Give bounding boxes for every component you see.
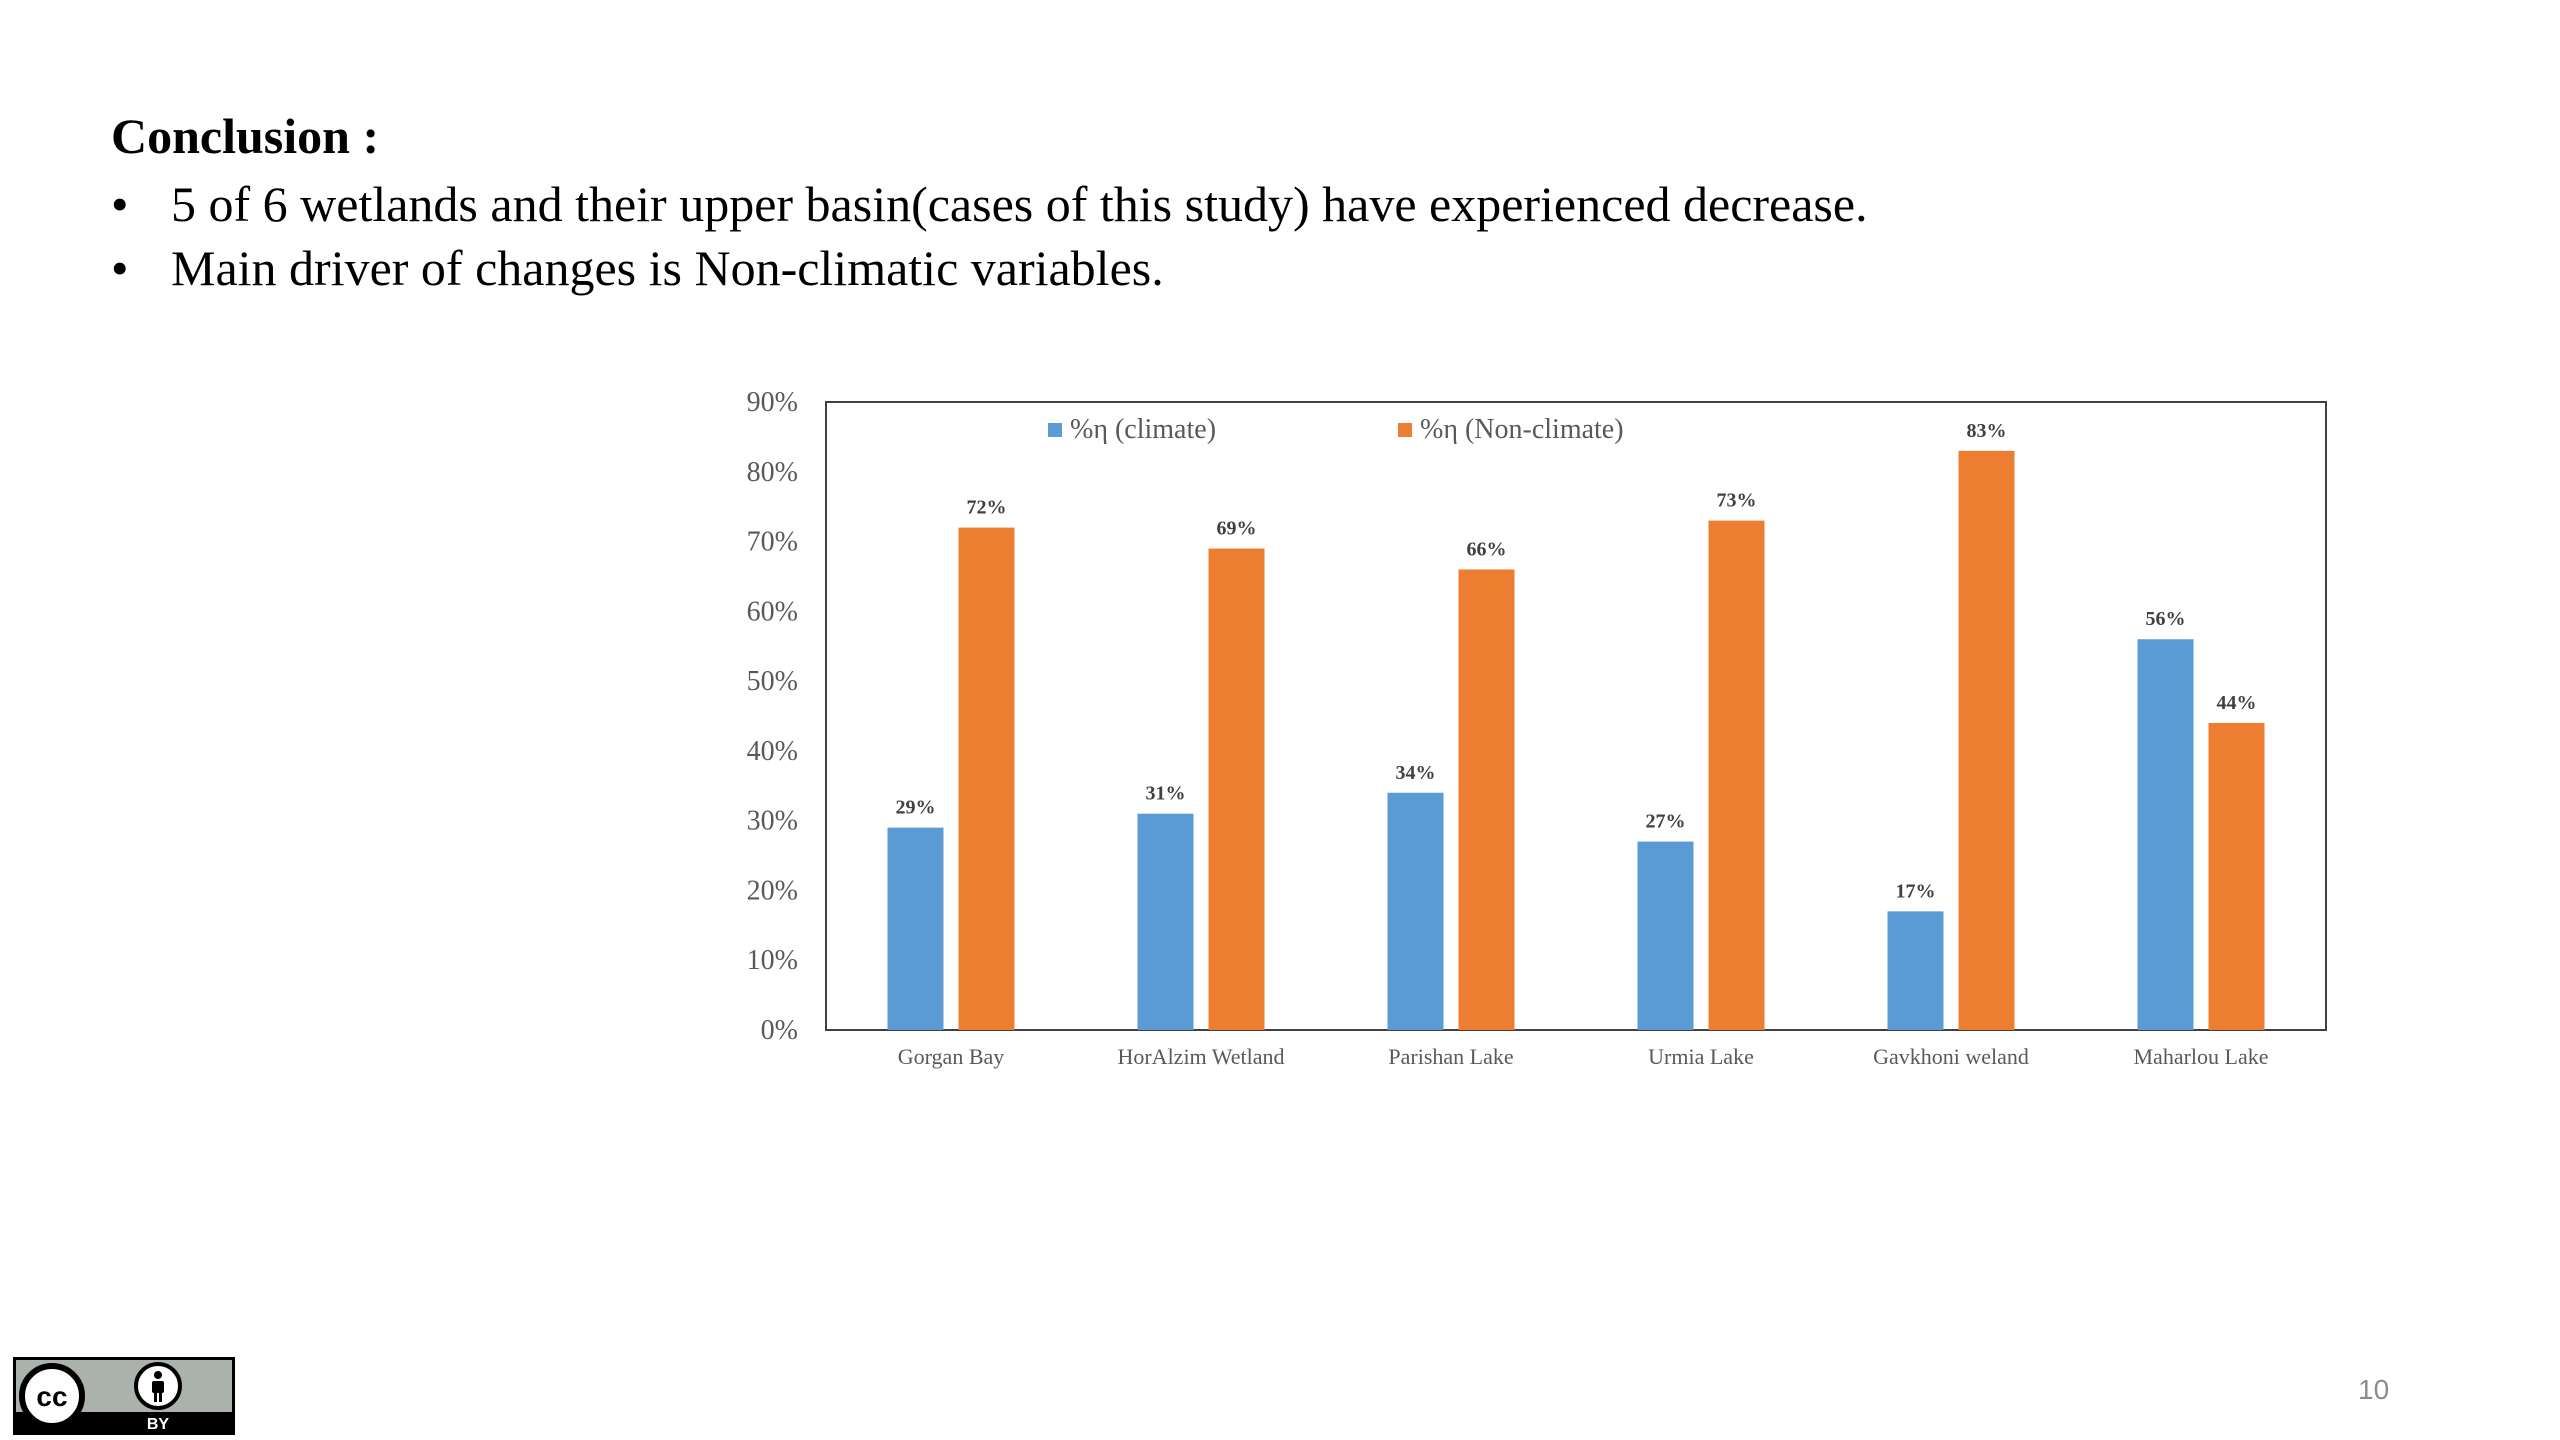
bullet-item: • Main driver of changes is Non-climatic… <box>111 236 1868 300</box>
y-tick-label: 10% <box>747 945 798 976</box>
bar-climate <box>1637 841 1694 1030</box>
y-tick-label: 0% <box>761 1015 798 1046</box>
y-tick-label: 90% <box>747 387 798 418</box>
bullet-text: 5 of 6 wetlands and their upper basin(ca… <box>171 176 1868 232</box>
bar-climate <box>2137 639 2194 1030</box>
bar-non-climate <box>958 527 1015 1030</box>
legend-swatch <box>1048 423 1062 437</box>
category-label: Maharlou Lake <box>2134 1044 2269 1069</box>
y-tick-label: 50% <box>747 666 798 697</box>
bar-climate <box>1137 813 1194 1030</box>
data-label: 73% <box>1717 490 1757 512</box>
bullet-list: • 5 of 6 wetlands and their upper basin(… <box>111 172 1868 300</box>
category-label: HorAlzim Wetland <box>1117 1044 1284 1069</box>
category-label: Urmia Lake <box>1648 1044 1754 1069</box>
bullet-text: Main driver of changes is Non-climatic v… <box>171 240 1164 296</box>
page-number: 10 <box>2358 1374 2390 1405</box>
bar-chart: 0% 10% 20% 30% 40% 50% 60% 70% 80% 90% 29% 72% Gorga… <box>747 387 2327 1069</box>
bullet-point: • <box>111 240 129 296</box>
category-label: Gorgan Bay <box>898 1044 1005 1069</box>
bullet-point: • <box>111 176 129 232</box>
bar-climate <box>887 827 944 1030</box>
cc-circle-icon <box>19 1363 85 1429</box>
cc-icon-text: cc <box>36 1381 67 1412</box>
bar-non-climate <box>2208 722 2265 1030</box>
data-label: 72% <box>967 497 1007 519</box>
y-tick-label: 20% <box>747 875 798 906</box>
data-label: 29% <box>896 797 936 819</box>
creative-commons-by-icon: cc BY <box>16 1360 232 1433</box>
license-badge[interactable]: cc BY <box>13 1357 235 1435</box>
license-label: BY <box>147 1416 170 1432</box>
bar-non-climate <box>1458 569 1515 1030</box>
data-label: 66% <box>1467 538 1507 560</box>
data-label: 83% <box>1967 420 2007 442</box>
bar-non-climate <box>1208 548 1265 1030</box>
data-label: 56% <box>2146 608 2186 630</box>
y-tick-label: 70% <box>747 527 798 558</box>
data-label: 69% <box>1217 518 1257 540</box>
plot-area-border <box>825 401 2327 1031</box>
category-label: Parishan Lake <box>1388 1044 1513 1069</box>
data-label: 34% <box>1396 762 1436 784</box>
y-tick-label: 60% <box>747 596 798 627</box>
legend-label: %η (climate) <box>1070 414 1216 445</box>
y-tick-label: 30% <box>747 806 798 837</box>
bar-non-climate <box>1958 450 2015 1030</box>
bullet-item: • 5 of 6 wetlands and their upper basin(… <box>111 172 1868 236</box>
data-label: 27% <box>1646 811 1686 833</box>
data-label: 31% <box>1146 783 1186 805</box>
category-label: Gavkhoni weland <box>1873 1044 2029 1069</box>
bar-non-climate <box>1708 520 1765 1030</box>
data-label: 44% <box>2217 692 2257 714</box>
bar-climate <box>1387 792 1444 1030</box>
legend-swatch <box>1398 423 1412 437</box>
slide-title: Conclusion : <box>111 108 380 164</box>
data-label: 17% <box>1896 880 1936 902</box>
y-tick-label: 40% <box>747 736 798 767</box>
y-tick-label: 80% <box>747 457 798 488</box>
legend-label: %η (Non-climate) <box>1420 414 1624 445</box>
bar-climate <box>1887 911 1944 1030</box>
